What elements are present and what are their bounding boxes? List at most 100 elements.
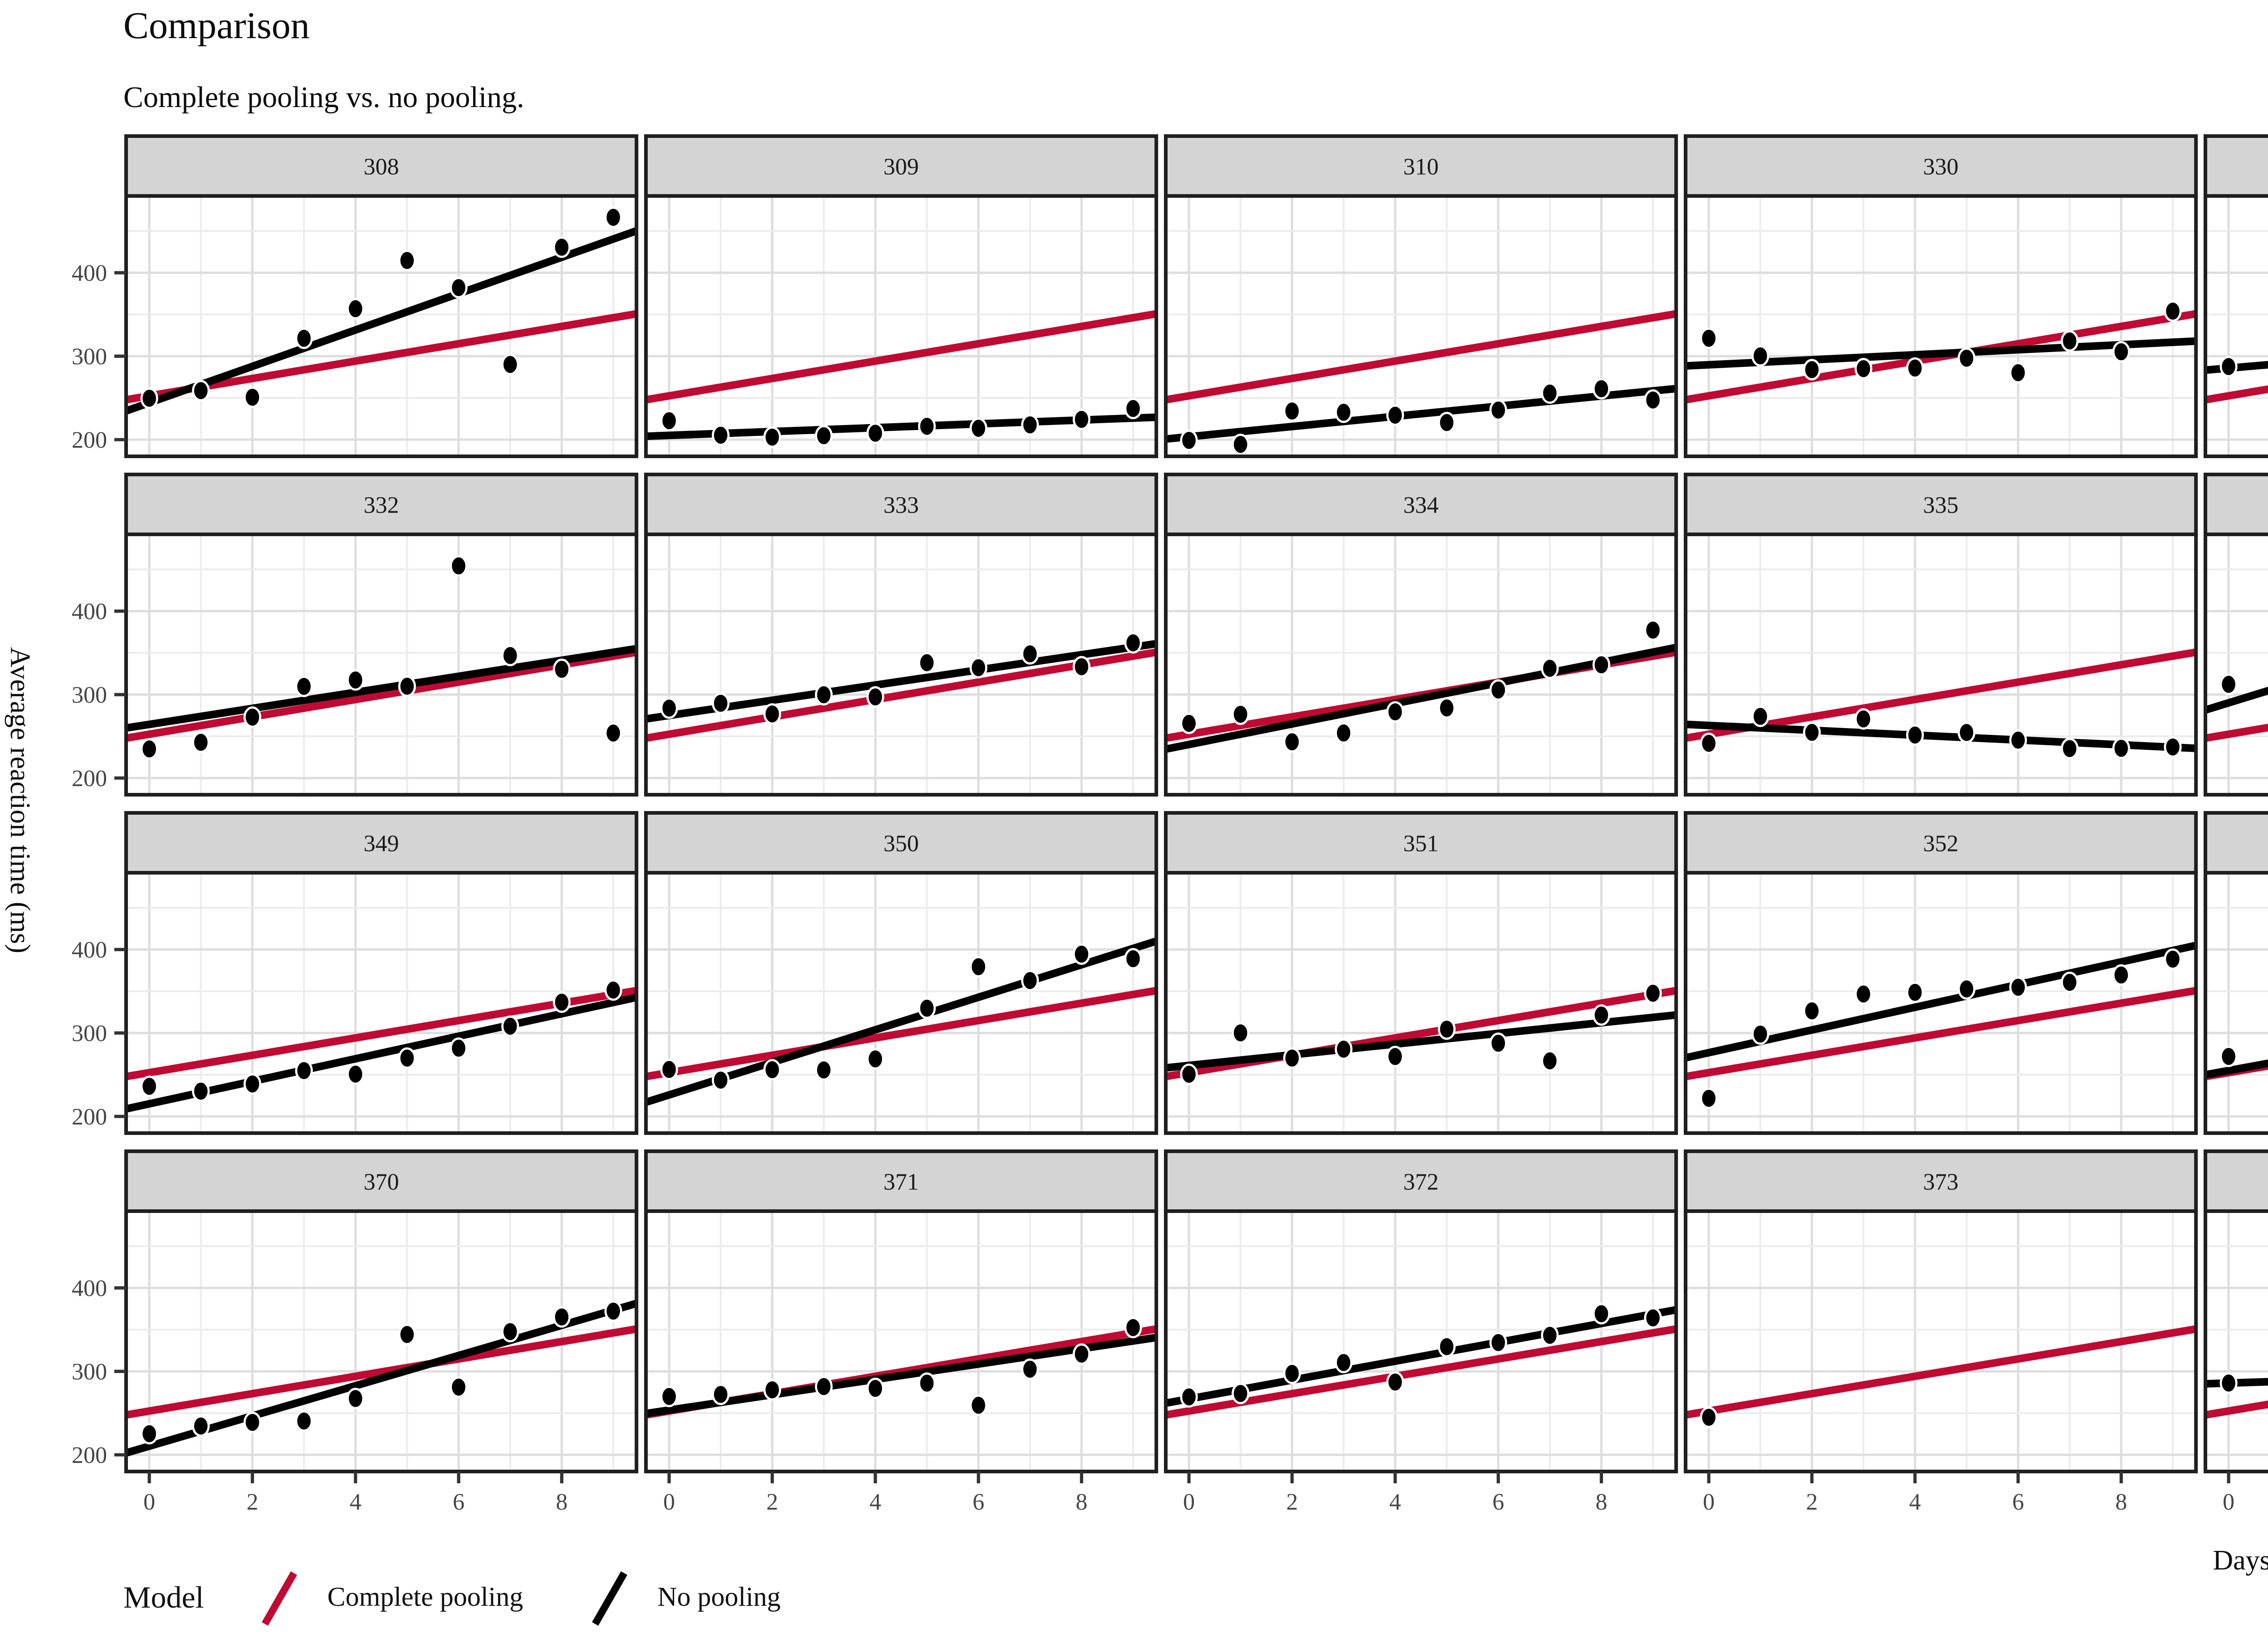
- data-point: [1283, 731, 1301, 753]
- data-point: [2061, 971, 2079, 993]
- data-point: [192, 380, 210, 401]
- y-tick-label: 400: [72, 1276, 107, 1301]
- data-point: [969, 1394, 987, 1416]
- data-point: [2164, 300, 2182, 322]
- x-tick-label: 0: [2223, 1489, 2234, 1515]
- data-point: [140, 1423, 158, 1445]
- x-tick-label: 6: [2012, 1489, 2024, 1515]
- x-tick-label: 4: [870, 1489, 881, 1515]
- facet-371: 371 0 2 4 6 8: [644, 1149, 1158, 1515]
- x-tick-label: 6: [973, 1489, 984, 1515]
- complete-pooling-line: [1685, 987, 2197, 1081]
- facet-335: 335: [1684, 473, 2198, 797]
- data-point: [2219, 1046, 2238, 1067]
- facet-370: 370 200 300 400 0 2 4 6 8: [72, 1149, 639, 1515]
- data-point: [1021, 643, 1039, 665]
- data-point: [2009, 976, 2027, 998]
- facet-strip: [2204, 811, 2268, 875]
- x-tick-label: 6: [1492, 1489, 1504, 1515]
- data-point: [660, 1386, 678, 1408]
- facet-strip: [644, 134, 1158, 198]
- facet-351: 351: [1164, 811, 1678, 1135]
- data-point: [1700, 1406, 1718, 1428]
- data-point: [1854, 983, 1872, 1005]
- facet-strip-label: 310: [1403, 154, 1439, 180]
- facet-panel: [2205, 534, 2268, 795]
- data-point: [243, 386, 262, 408]
- no-pooling-line: [1165, 385, 1677, 443]
- data-point: [347, 1063, 365, 1085]
- no-pooling-line: [125, 645, 637, 732]
- data-point: [295, 1060, 313, 1081]
- data-point: [1124, 948, 1142, 970]
- data-point: [1232, 434, 1250, 455]
- facet-374: 37402468: [2204, 1149, 2268, 1515]
- data-point: [1592, 1004, 1610, 1026]
- facet-strip: [644, 811, 1158, 875]
- data-point: [1592, 654, 1610, 676]
- data-point: [1232, 704, 1250, 725]
- facet-strip: [124, 134, 639, 198]
- data-point: [1700, 328, 1718, 349]
- facet-strip: [124, 1149, 639, 1213]
- data-point: [2009, 729, 2027, 751]
- data-point: [2061, 738, 2079, 759]
- data-point: [815, 1059, 833, 1081]
- legend-label-no-pooling: No pooling: [657, 1583, 781, 1612]
- no-pooling-line: [645, 413, 1157, 440]
- x-tick-label: 0: [1703, 1489, 1715, 1515]
- no-pooling-line: [645, 937, 1158, 1106]
- data-point: [1437, 1336, 1456, 1358]
- data-point: [1283, 1363, 1301, 1384]
- facet-strip: [1164, 134, 1678, 198]
- complete-pooling-line: [645, 310, 1157, 404]
- data-point: [604, 206, 622, 228]
- data-point: [450, 1037, 468, 1059]
- data-point: [969, 417, 987, 439]
- no-pooling-line: [1685, 942, 2197, 1062]
- data-point: [1072, 1343, 1090, 1365]
- data-point: [1489, 1032, 1507, 1054]
- facet-strip: [1684, 473, 2198, 536]
- data-point: [1072, 943, 1090, 965]
- data-point: [604, 722, 622, 744]
- complete-pooling-line: [645, 648, 1157, 742]
- x-tick-label: 8: [556, 1489, 567, 1515]
- data-point: [1906, 982, 1924, 1003]
- data-point: [1644, 983, 1662, 1004]
- data-point: [398, 675, 416, 697]
- data-point: [918, 416, 936, 437]
- data-point: [1803, 1000, 1821, 1022]
- data-point: [1541, 1325, 1559, 1346]
- data-point: [1232, 1022, 1250, 1044]
- legend-title: Model: [123, 1580, 204, 1615]
- no-pooling-line: [1165, 1306, 1677, 1407]
- facet-strip: [1164, 473, 1678, 536]
- complete-pooling-line: [125, 1325, 637, 1419]
- data-point: [1283, 1047, 1301, 1069]
- facet-strip-label: 335: [1923, 492, 1959, 518]
- x-tick-label: 2: [246, 1489, 258, 1515]
- panel-border: [2204, 194, 2268, 458]
- data-point: [552, 1306, 571, 1328]
- data-point: [1751, 1023, 1769, 1045]
- y-tick-label: 200: [72, 766, 107, 792]
- x-tick-label: 0: [663, 1489, 675, 1515]
- data-point: [1180, 430, 1198, 451]
- facet-strip: [1684, 811, 2198, 875]
- data-point: [398, 249, 416, 271]
- data-point: [1021, 414, 1039, 436]
- chart-subtitle: Complete pooling vs. no pooling.: [123, 80, 524, 114]
- data-point: [192, 1080, 210, 1102]
- panel-border: [2204, 871, 2268, 1135]
- data-point: [2112, 964, 2130, 986]
- no-pooling-line: [645, 640, 1157, 723]
- complete-pooling-line: [1165, 1325, 1677, 1419]
- data-point: [969, 956, 987, 978]
- data-point: [140, 1076, 158, 1097]
- facet-strip-label: 309: [884, 154, 919, 180]
- data-point: [1541, 382, 1559, 404]
- data-point: [2112, 738, 2130, 759]
- data-point: [1592, 1303, 1610, 1325]
- complete-pooling-line: [125, 648, 637, 742]
